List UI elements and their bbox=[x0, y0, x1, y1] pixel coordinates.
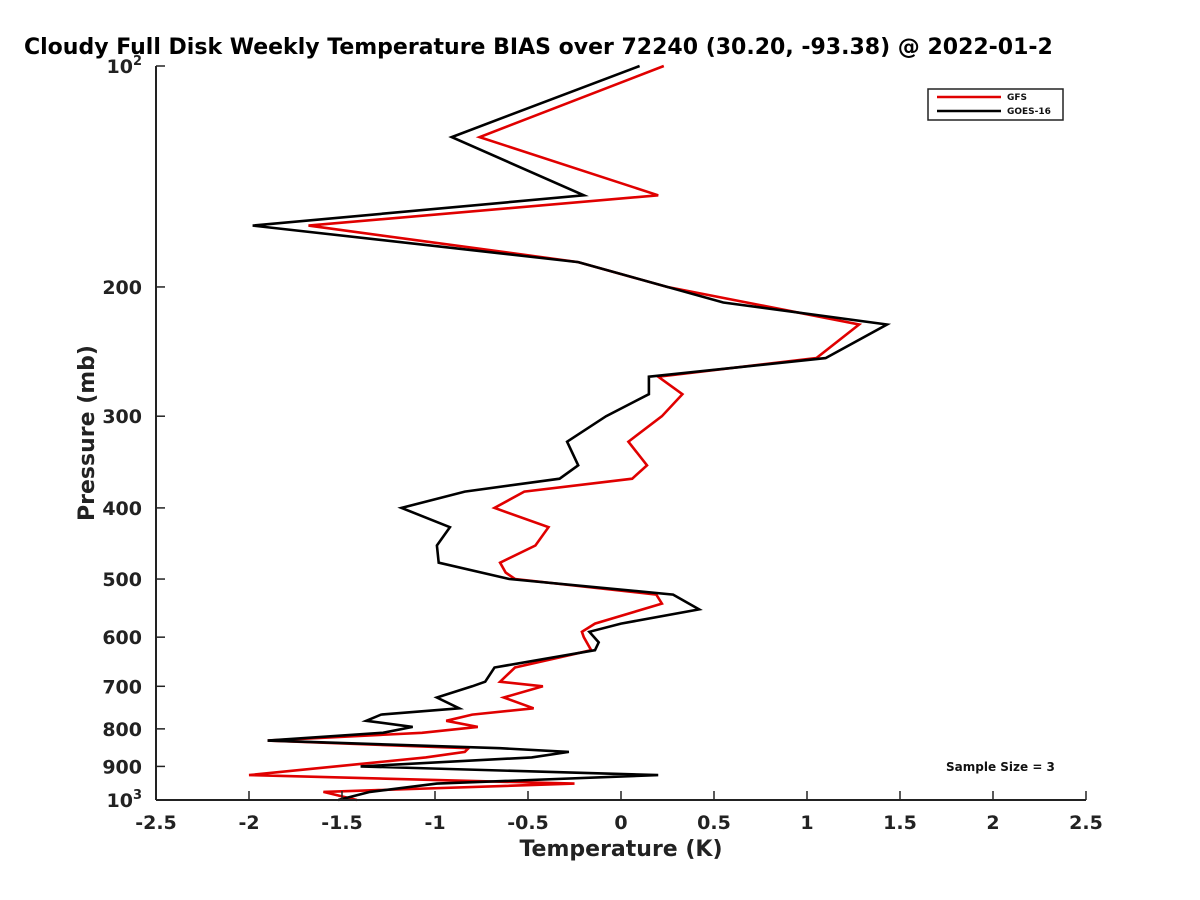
legend-label-gfs: GFS bbox=[1007, 93, 1027, 103]
x-axis-label: Temperature (K) bbox=[519, 837, 722, 862]
chart-title: Cloudy Full Disk Weekly Temperature BIAS… bbox=[24, 35, 1053, 60]
x-tick-label: 0.5 bbox=[697, 812, 731, 834]
y-tick-label: 103 bbox=[107, 788, 143, 812]
y-tick-label: 800 bbox=[102, 719, 142, 741]
sample-size-annotation: Sample Size = 3 bbox=[946, 760, 1055, 774]
plot-area bbox=[248, 64, 892, 802]
y-tick-label: 200 bbox=[102, 277, 142, 299]
y-tick-label: 700 bbox=[102, 676, 142, 698]
y-tick-label: 400 bbox=[102, 498, 142, 520]
x-tick-label: -2 bbox=[238, 812, 259, 834]
y-tick-label: 102 bbox=[107, 54, 143, 78]
x-tick-label: -1 bbox=[424, 812, 445, 834]
x-tick-label: 2.5 bbox=[1069, 812, 1103, 834]
y-tick-label: 600 bbox=[102, 627, 142, 649]
y-axis-ticks: 102 200 300 400 500 600 700 800 900 103 bbox=[102, 54, 165, 812]
x-tick-label: -1.5 bbox=[321, 812, 363, 834]
x-tick-label: 1 bbox=[800, 812, 813, 834]
x-tick-label: 0 bbox=[614, 812, 627, 834]
y-tick-label: 300 bbox=[102, 406, 142, 428]
x-tick-label: 2 bbox=[986, 812, 999, 834]
legend-label-goes16: GOES-16 bbox=[1007, 107, 1051, 117]
x-tick-label: -2.5 bbox=[135, 812, 177, 834]
x-tick-label: 1.5 bbox=[883, 812, 917, 834]
x-axis-ticks: -2.5 -2 -1.5 -1 -0.5 0 0.5 1 1.5 2 2.5 bbox=[135, 791, 1103, 834]
y-tick-label: 900 bbox=[102, 756, 142, 778]
legend: GFS GOES-16 bbox=[927, 88, 1064, 121]
series-line-goes-16 bbox=[252, 64, 892, 802]
legend-box bbox=[927, 88, 1064, 121]
y-axis-label: Pressure (mb) bbox=[75, 345, 100, 521]
x-tick-label: -0.5 bbox=[507, 812, 549, 834]
y-tick-label: 500 bbox=[102, 569, 142, 591]
